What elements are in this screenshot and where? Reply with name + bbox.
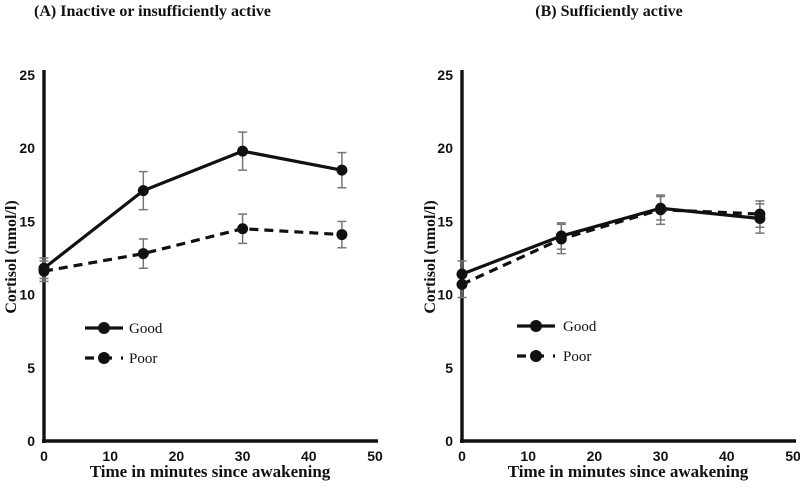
- y-tick-label: 10: [437, 287, 453, 303]
- y-tick-label: 15: [437, 213, 453, 229]
- series-marker-poor: [555, 233, 567, 245]
- series-marker-good: [336, 164, 348, 176]
- series-marker-poor: [38, 265, 50, 277]
- x-tick-label: 30: [653, 448, 669, 464]
- legend-marker-poor: [98, 352, 110, 364]
- legend-label-poor: Poor: [563, 349, 591, 365]
- x-tick-label: 10: [520, 448, 536, 464]
- x-tick-label: 50: [367, 448, 383, 464]
- series-marker-good: [456, 268, 468, 280]
- x-tick-label: 20: [169, 448, 185, 464]
- series-marker-poor: [456, 278, 468, 290]
- legend-label-good: Good: [563, 319, 597, 335]
- series-line-good: [43, 149, 343, 270]
- y-tick-label: 0: [27, 433, 35, 449]
- legend-marker-good: [98, 322, 110, 334]
- x-tick-label: 0: [458, 448, 466, 464]
- series-marker-poor: [336, 229, 348, 241]
- x-tick-label: 40: [719, 448, 735, 464]
- series-marker-good: [137, 185, 149, 197]
- series-marker-poor: [137, 248, 149, 260]
- legend-marker-poor: [530, 350, 542, 362]
- x-tick-label: 10: [102, 448, 118, 464]
- legend-label-poor: Poor: [129, 351, 157, 367]
- series-line-poor: [461, 208, 760, 286]
- x-tick-label: 20: [587, 448, 603, 464]
- cortisol-chart-panel-a: 0 5 10 15 20 25 0 10 20 30 40 50 Good Poor: [19, 67, 383, 464]
- x-tick-label: 40: [301, 448, 317, 464]
- panel-b-x-axis-label: Time in minutes since awakening: [507, 462, 749, 481]
- series-marker-good: [237, 145, 249, 157]
- y-tick-label: 15: [19, 213, 35, 229]
- y-tick-label: 10: [19, 287, 35, 303]
- x-tick-label: 50: [785, 448, 800, 464]
- series-marker-poor: [754, 208, 766, 220]
- y-tick-label: 20: [19, 140, 35, 156]
- y-tick-label: 20: [437, 140, 453, 156]
- y-tick-label: 25: [19, 67, 35, 83]
- panel-a-title: (A) Inactive or insufficiently active: [34, 3, 271, 20]
- series-marker-poor: [655, 204, 667, 216]
- y-tick-label: 5: [27, 360, 35, 376]
- series-line-poor: [43, 227, 342, 273]
- legend-marker-good: [530, 320, 542, 332]
- x-tick-label: 0: [40, 448, 48, 464]
- series-marker-poor: [237, 223, 249, 235]
- y-tick-label: 0: [445, 433, 453, 449]
- x-tick-label: 30: [235, 448, 251, 464]
- legend-label-good: Good: [129, 321, 163, 337]
- panel-b-title: (B) Sufficiently active: [535, 3, 683, 20]
- panel-a-x-axis-label: Time in minutes since awakening: [89, 462, 331, 481]
- y-tick-label: 25: [437, 67, 453, 83]
- y-tick-label: 5: [445, 360, 453, 376]
- cortisol-chart-panel-b: 0 5 10 15 20 25 0 10 20 30 40 50 Good Poor: [437, 67, 800, 464]
